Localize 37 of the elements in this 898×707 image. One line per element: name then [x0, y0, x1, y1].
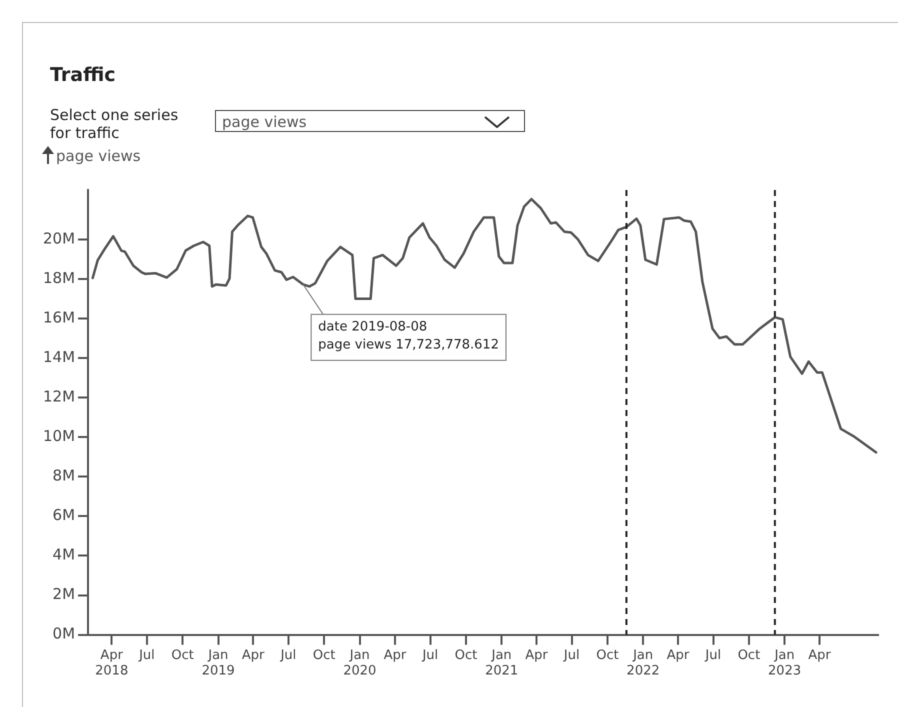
y-tick-label: 20M [43, 229, 76, 248]
x-tick-label: Oct [454, 648, 478, 663]
y-tick-label: 16M [43, 308, 76, 326]
x-tick-label: Jan 2022 [626, 648, 660, 679]
y-tick-label: 18M [43, 268, 76, 287]
x-tick-label: Jul [704, 648, 722, 663]
x-tick-label: Oct [596, 648, 619, 663]
y-tick-label: 8M [52, 466, 76, 485]
text: page views [222, 113, 307, 131]
y-tick-label: 0M [52, 624, 76, 643]
x-tick-label: Jul [138, 648, 155, 663]
x-tick-label: Jul [562, 648, 580, 663]
y-tick-label: 12M [43, 387, 76, 406]
x-tick-label: Jul [280, 648, 296, 663]
x-tick-label: Apr 2018 [95, 648, 128, 679]
x-tick-label: Jan 2019 [202, 648, 235, 679]
y-tick-label: 6M [52, 506, 76, 524]
x-tick-label: Oct [312, 648, 336, 663]
y-tick-label: 14M [43, 348, 76, 366]
x-tick-label: Apr [666, 648, 690, 663]
y-axis-title: page views [56, 147, 141, 165]
x-tick-label: Apr [384, 648, 407, 663]
x-tick-label: Oct [738, 648, 760, 663]
y-tick-label: 10M [43, 427, 76, 445]
y-tick-label: 4M [52, 546, 76, 564]
x-tick-label: Jan 2020 [343, 648, 376, 679]
chart-title: Traffic [50, 64, 116, 86]
annotation: date 2019-08-08 page views 17,723,778.612 [318, 319, 499, 352]
x-tick-label: Apr [808, 648, 832, 663]
chart-subtitle: Select one series for traffic [50, 106, 180, 142]
x-tick-label: Jan 2023 [768, 648, 802, 679]
x-tick-label: Apr [242, 648, 266, 663]
x-tick-label: Jul [421, 648, 438, 663]
y-tick-label: 2M [52, 585, 76, 604]
x-tick-label: Jan 2021 [485, 648, 518, 679]
x-tick-label: Apr [525, 648, 548, 663]
x-tick-label: Oct [171, 648, 194, 663]
